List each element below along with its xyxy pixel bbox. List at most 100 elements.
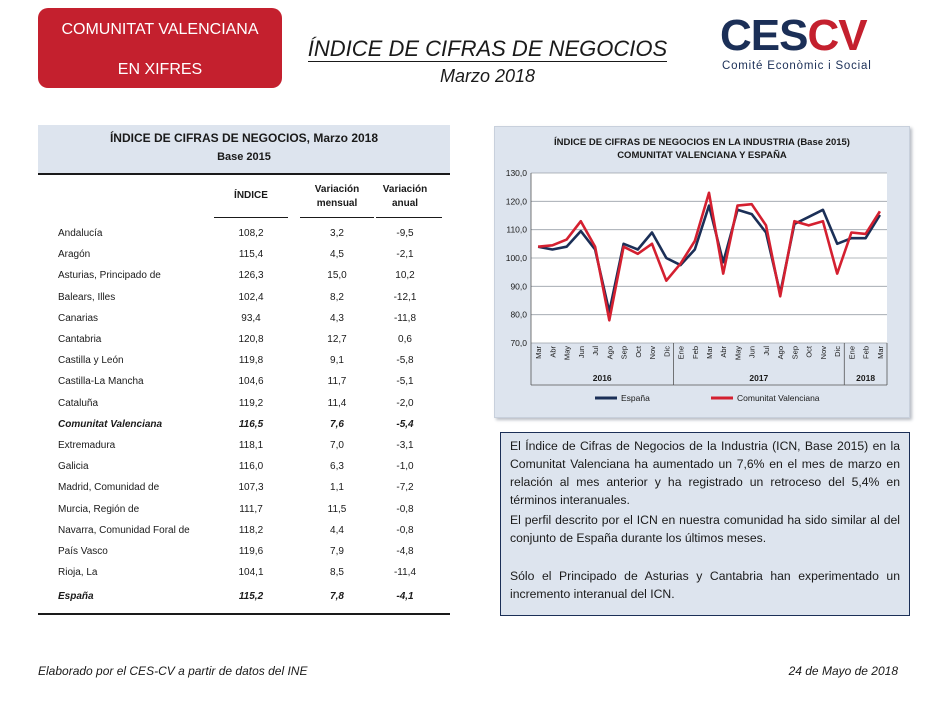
anual-cell: -0,8 [396,503,414,515]
anual-cell: -12,1 [393,291,417,303]
year-label: 2017 [749,373,768,383]
legend-label: España [621,393,650,403]
mensual-cell: 12,7 [327,334,347,345]
indice-cell: 119,6 [238,546,264,557]
mensual-cell: 9,1 [330,355,344,367]
y-tick-label: 80,0 [510,310,527,320]
table-row: Murcia, Región de 111,7 11,5 -0,8 [38,504,450,525]
table-bottom-rule [38,613,450,615]
table-row: Galicia 116,0 6,3 -1,0 [38,461,450,482]
anual-cell: -7,2 [396,482,414,494]
indice-cell: 118,2 [238,524,264,536]
x-tick-label: Nov [648,346,657,360]
region-cell: Cantabria [58,334,102,345]
table-row: España 115,2 7,8 -4,1 [38,591,450,612]
region-cell: Balears, Illes [58,291,116,303]
x-tick-label: Ene [847,346,856,359]
regional-index-table: ÍNDICE DE CIFRAS DE NEGOCIOS, Marzo 2018… [38,125,450,617]
y-tick-label: 110,0 [506,225,527,235]
table-row: Aragón 115,4 4,5 -2,1 [38,249,450,270]
region-cell: Castilla y León [58,355,124,367]
indice-cell: 116,0 [238,461,264,473]
x-tick-label: Mar [534,346,543,359]
x-tick-label: Feb [862,346,871,359]
x-tick-label: Abr [719,345,728,357]
table-row: Cataluña 119,2 11,4 -2,0 [38,398,450,419]
table-row: Comunitat Valenciana 116,5 7,6 -5,4 [38,419,450,440]
indice-cell: 107,3 [238,482,264,494]
mensual-cell: 3,2 [330,228,344,239]
region-cell: Andalucía [58,228,103,239]
table-title: ÍNDICE DE CIFRAS DE NEGOCIOS, Marzo 2018 [109,131,379,145]
indice-cell: 104,6 [238,376,264,388]
region-cell: Canarias [58,312,99,324]
x-tick-label: Ago [605,346,614,359]
series-line-comunitat-valenciana [537,191,881,322]
y-tick-label: 70,0 [510,338,527,348]
anual-cell: -2,1 [396,249,414,261]
x-tick-label: Jun [748,346,757,358]
x-tick-label: Jul [762,346,771,356]
mensual-cell: 8,2 [330,291,344,303]
footer-date: 24 de Mayo de 2018 [788,664,898,678]
table-header: ÍNDICE DE CIFRAS DE NEGOCIOS, Marzo 2018… [38,125,450,175]
mensual-cell: 7,8 [330,591,344,603]
table-row: Rioja, La 104,1 8,5 -11,4 [38,567,450,588]
badge-line-2: EN XIFRES [117,61,203,78]
indice-cell: 116,5 [238,418,264,430]
indice-cell: 115,2 [238,591,264,603]
chart-subtitle: COMUNITAT VALENCIANA Y ESPAÑA [617,150,787,161]
x-tick-label: Feb [691,346,700,359]
page-title: ÍNDICE DE CIFRAS DE NEGOCIOS [307,36,668,62]
anual-cell: -5,8 [396,355,414,367]
header-badge: COMUNITAT VALENCIANA EN XIFRES [38,8,282,88]
table-subtitle: Base 2015 [217,151,271,163]
region-cell: Asturias, Principado de [58,270,161,282]
y-tick-label: 100,0 [506,253,528,263]
x-tick-label: Jul [591,346,600,356]
x-tick-label: Sep [790,346,799,359]
anual-cell: -11,8 [393,312,417,324]
region-cell: Madrid, Comunidad de [58,482,160,494]
x-tick-label: Nov [819,346,828,360]
mensual-cell: 7,9 [330,546,344,557]
table-row: Castilla-La Mancha 104,6 11,7 -5,1 [38,376,450,397]
anual-cell: -4,1 [396,591,414,603]
region-cell: Extremadura [58,440,116,451]
table-row: Navarra, Comunidad Foral de 118,2 4,4 -0,8 [38,525,450,546]
table-row: Extremadura 118,1 7,0 -3,1 [38,440,450,461]
indice-cell: 111,7 [239,503,263,515]
summary-paragraph-1: El Índice de Cifras de Negocios de la In… [510,439,900,507]
x-tick-label: Ene [677,346,686,359]
table-row: Andalucía 108,2 3,2 -9,5 [38,228,450,249]
col-header-indice: ÍNDICE [234,190,268,201]
mensual-cell: 1,1 [330,482,344,494]
mensual-cell: 4,4 [330,524,344,536]
region-cell: Cataluña [58,397,99,409]
col-header-underline [300,217,374,218]
anual-cell: -9,5 [396,228,414,239]
x-tick-label: Oct [634,345,643,358]
region-cell: Galicia [58,461,89,473]
legend-label: Comunitat Valenciana [737,393,820,403]
indice-cell: 119,2 [238,397,264,409]
x-tick-label: Ago [776,346,785,359]
indice-cell: 118,1 [238,440,264,451]
col-header-anual: Variación anual [382,184,428,209]
x-tick-label: Mar [705,346,714,359]
page-subtitle: Marzo 2018 [439,66,536,86]
col-header-underline [214,217,288,218]
x-tick-label: Dic [662,346,671,357]
badge-line-1: COMUNITAT VALENCIANA [61,21,259,38]
anual-cell: -0,8 [396,524,414,536]
x-tick-label: May [733,346,742,360]
anual-cell: -11,4 [393,567,417,579]
mensual-cell: 8,5 [330,567,344,579]
x-tick-label: Dic [833,346,842,357]
summary-paragraph-2: El perfil descrito por el ICN en nuestra… [510,513,900,545]
x-tick-label: Sep [620,346,629,359]
indice-cell: 104,1 [238,567,264,579]
anual-cell: -5,4 [396,418,414,430]
mensual-cell: 4,3 [330,312,344,324]
mensual-cell: 7,6 [330,418,344,430]
